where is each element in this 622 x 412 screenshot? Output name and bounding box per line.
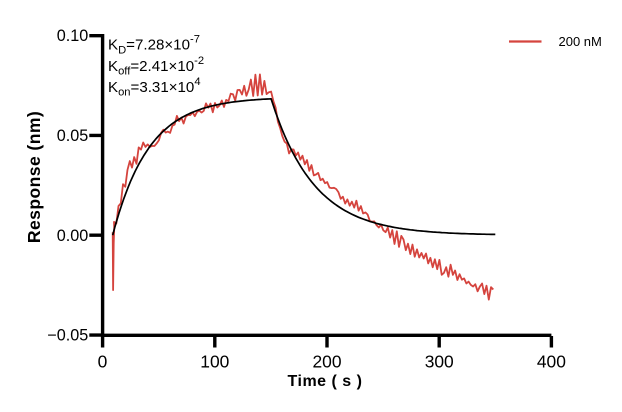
svg-text:Response (nm): Response (nm) xyxy=(24,111,44,243)
svg-text:KD=7.28×10-7: KD=7.28×10-7 xyxy=(108,34,200,57)
svg-text:0: 0 xyxy=(98,351,108,371)
svg-text:300: 300 xyxy=(425,351,454,371)
svg-text:−0.05: −0.05 xyxy=(47,327,88,345)
svg-text:200 nM: 200 nM xyxy=(559,34,602,49)
svg-text:200: 200 xyxy=(312,351,341,371)
svg-text:100: 100 xyxy=(200,351,229,371)
svg-text:Kon=3.31×104: Kon=3.31×104 xyxy=(108,76,201,99)
svg-text:400: 400 xyxy=(537,351,566,371)
svg-text:Koff=2.41×10-2: Koff=2.41×10-2 xyxy=(108,55,204,78)
svg-text:0.00: 0.00 xyxy=(57,227,89,245)
svg-text:0.10: 0.10 xyxy=(57,27,89,45)
svg-text:Time ( s ): Time ( s ) xyxy=(288,373,363,390)
svg-text:0.05: 0.05 xyxy=(57,127,89,145)
